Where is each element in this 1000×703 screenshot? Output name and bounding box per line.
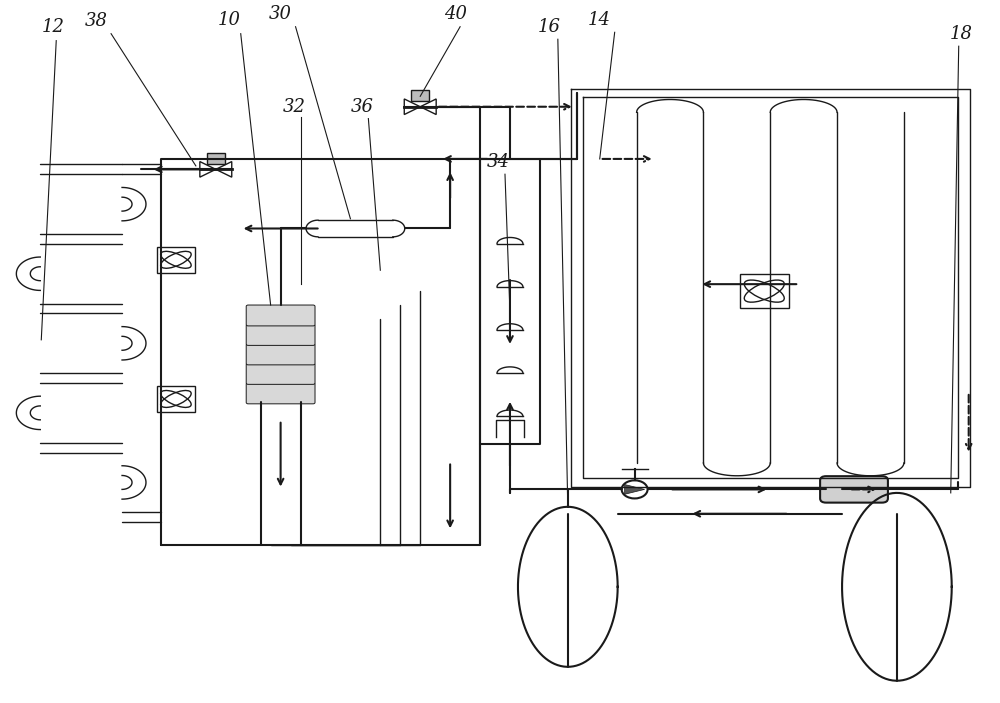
- Text: 32: 32: [283, 98, 306, 116]
- Text: 16: 16: [537, 18, 560, 36]
- Bar: [157, 386, 195, 412]
- Text: 30: 30: [269, 5, 292, 23]
- Text: 34: 34: [487, 153, 510, 172]
- Text: 38: 38: [85, 12, 108, 30]
- FancyBboxPatch shape: [246, 305, 315, 326]
- Text: 36: 36: [351, 98, 374, 116]
- Bar: [207, 153, 225, 164]
- FancyBboxPatch shape: [246, 363, 315, 385]
- Text: 40: 40: [444, 5, 467, 23]
- FancyBboxPatch shape: [246, 383, 315, 404]
- Text: 10: 10: [217, 11, 240, 29]
- Bar: [157, 247, 195, 273]
- Text: 12: 12: [42, 18, 65, 36]
- Bar: [740, 274, 789, 309]
- FancyBboxPatch shape: [246, 325, 315, 345]
- Text: 18: 18: [950, 25, 973, 43]
- FancyBboxPatch shape: [246, 344, 315, 365]
- Text: 14: 14: [588, 11, 611, 29]
- Bar: [411, 90, 429, 101]
- Polygon shape: [625, 484, 645, 494]
- FancyBboxPatch shape: [820, 476, 888, 503]
